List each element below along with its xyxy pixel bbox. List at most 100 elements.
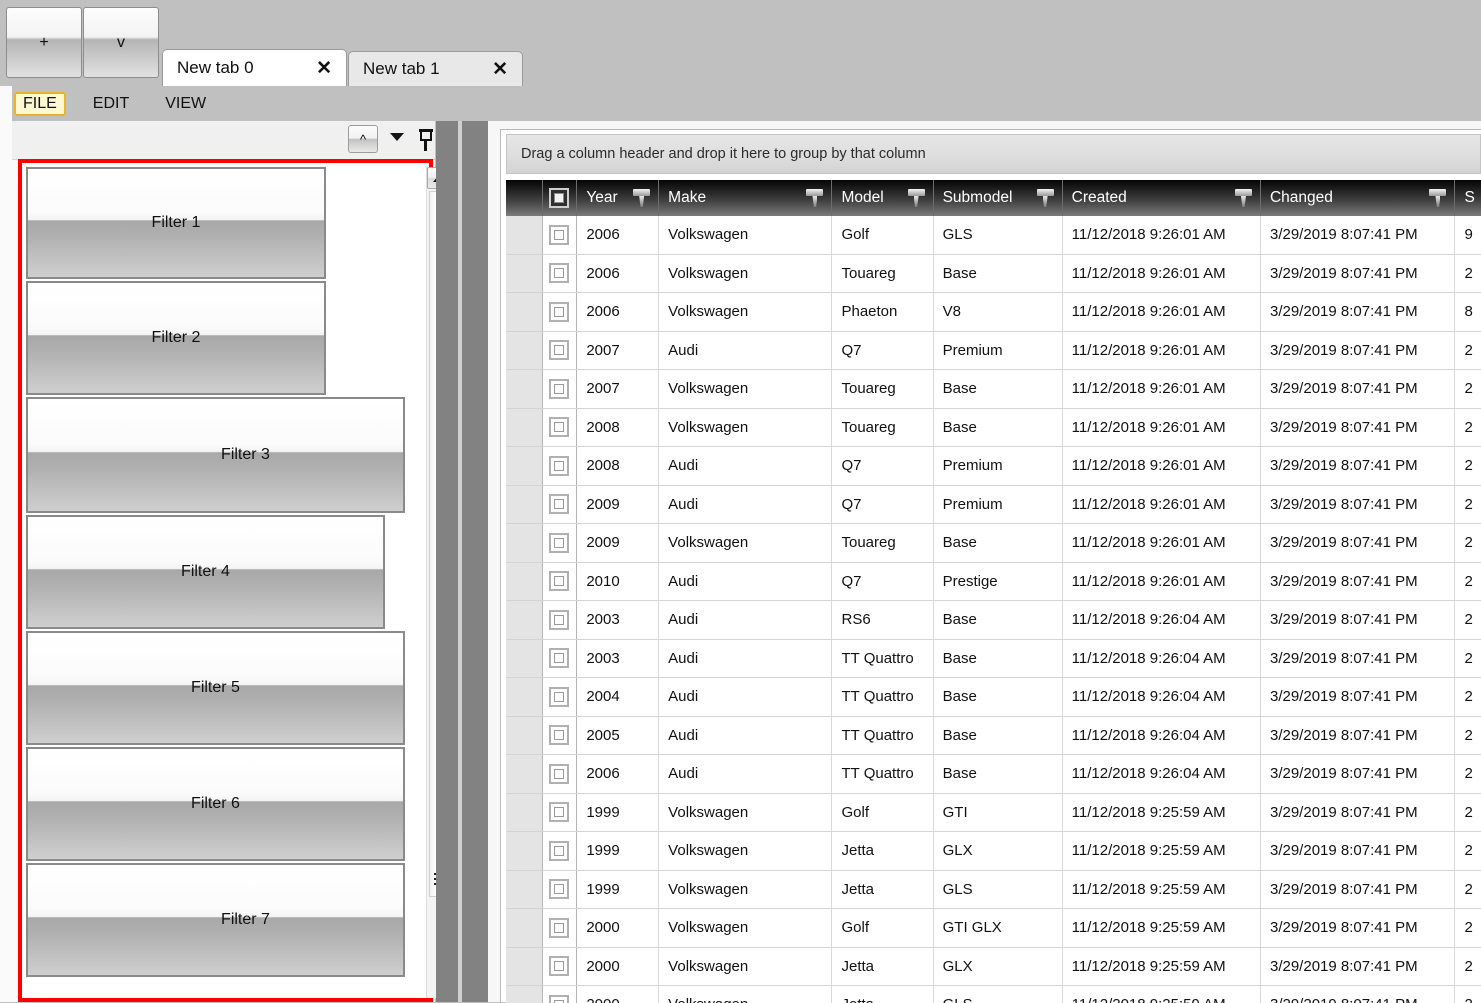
table-row[interactable]: 2009 Audi Q7 Premium 11/12/2018 9:26:01 AM 3/… [506,485,1481,524]
row-indicator[interactable] [506,716,543,754]
cell-created[interactable]: 11/12/2018 9:25:59 AM [1063,793,1261,831]
cell-extra[interactable]: 2 [1455,447,1481,485]
cell-model[interactable]: TT Quattro [832,716,934,754]
row-indicator[interactable] [506,293,543,331]
cell-make[interactable]: Audi [659,755,833,793]
row-indicator[interactable] [506,947,543,985]
table-row[interactable]: 2005 Audi TT Quattro Base 11/12/2018 9:26:04… [506,716,1481,755]
cell-model[interactable]: Touareg [832,254,934,292]
cell-created[interactable]: 11/12/2018 9:26:01 AM [1063,254,1261,292]
cell-sub[interactable]: Prestige [934,562,1063,600]
row-checkbox[interactable] [549,648,570,669]
cell-created[interactable]: 11/12/2018 9:26:04 AM [1063,716,1261,754]
filter-funnel-icon[interactable] [633,189,651,207]
row-checkbox[interactable] [549,532,570,553]
cell-year[interactable]: 2006 [577,755,660,793]
row-checkbox[interactable] [549,455,570,476]
table-row[interactable]: 2004 Audi TT Quattro Base 11/12/2018 9:26:04… [506,678,1481,717]
table-row[interactable]: 1999 Volkswagen Jetta GLS 11/12/2018 9:25:59… [506,870,1481,909]
cell-extra[interactable]: 2 [1455,524,1481,562]
cell-extra[interactable]: 2 [1455,255,1481,293]
filter-button-4[interactable]: Filter 4 [26,515,385,629]
pin-icon[interactable] [417,129,435,151]
filter-funnel-icon[interactable] [1429,189,1447,207]
cell-year[interactable]: 1999 [577,793,660,831]
cell-sub[interactable]: Premium [934,485,1063,523]
cell-changed[interactable]: 3/29/2019 8:07:41 PM [1261,447,1456,485]
cell-extra[interactable]: 2 [1455,486,1481,524]
row-indicator[interactable] [506,254,543,292]
row-checkbox[interactable] [549,994,570,1003]
cell-extra[interactable]: 2 [1455,948,1481,986]
cell-sub[interactable]: Base [934,678,1063,716]
cell-changed[interactable]: 3/29/2019 8:07:41 PM [1261,293,1456,331]
cell-sub[interactable]: Premium [934,331,1063,369]
row-checkbox-cell[interactable] [543,524,578,562]
cell-created[interactable]: 11/12/2018 9:25:59 AM [1063,832,1261,870]
cell-created[interactable]: 11/12/2018 9:26:01 AM [1063,370,1261,408]
cell-year[interactable]: 2009 [577,524,660,562]
cell-model[interactable]: RS6 [832,601,934,639]
cell-model[interactable]: Phaeton [832,293,934,331]
cell-created[interactable]: 11/12/2018 9:25:59 AM [1063,870,1261,908]
cell-changed[interactable]: 3/29/2019 8:07:41 PM [1261,986,1456,1003]
menu-item-view[interactable]: VIEW [165,94,207,112]
cell-year[interactable]: 2006 [577,254,660,292]
cell-sub[interactable]: GLX [934,832,1063,870]
row-indicator[interactable] [506,793,543,831]
cell-created[interactable]: 11/12/2018 9:26:01 AM [1063,447,1261,485]
cell-model[interactable]: TT Quattro [832,639,934,677]
cell-make[interactable]: Audi [659,716,833,754]
cell-created[interactable]: 11/12/2018 9:26:01 AM [1063,408,1261,446]
filter-button-5[interactable]: Filter 5 [26,631,405,745]
cell-make[interactable]: Volkswagen [659,408,833,446]
cell-model[interactable]: Q7 [832,562,934,600]
header-column-partial[interactable]: S [1455,180,1481,216]
cell-year[interactable]: 2007 [577,370,660,408]
cell-sub[interactable]: Premium [934,447,1063,485]
cell-year[interactable]: 2003 [577,601,660,639]
header-column-model[interactable]: Model [832,180,934,216]
row-checkbox-cell[interactable] [543,755,578,793]
cell-extra[interactable]: 2 [1455,832,1481,870]
row-indicator[interactable] [506,370,543,408]
cell-sub[interactable]: GTI GLX [934,909,1063,947]
table-row[interactable]: 2006 Volkswagen Phaeton V8 11/12/2018 9:26:0… [506,293,1481,332]
cell-model[interactable]: TT Quattro [832,755,934,793]
cell-make[interactable]: Volkswagen [659,870,833,908]
cell-make[interactable]: Volkswagen [659,986,833,1003]
cell-changed[interactable]: 3/29/2019 8:07:41 PM [1261,639,1456,677]
header-column-created[interactable]: Created [1062,180,1261,216]
cell-make[interactable]: Audi [659,447,833,485]
cell-year[interactable]: 2008 [577,408,660,446]
header-column-submodel[interactable]: Submodel [933,180,1063,216]
cell-created[interactable]: 11/12/2018 9:26:01 AM [1063,524,1261,562]
cell-changed[interactable]: 3/29/2019 8:07:41 PM [1261,947,1456,985]
row-checkbox-cell[interactable] [543,331,578,369]
filter-button-6[interactable]: Filter 6 [26,747,405,861]
filter-button-7[interactable]: Filter 7 [26,863,405,977]
cell-model[interactable]: Touareg [832,370,934,408]
cell-make[interactable]: Audi [659,601,833,639]
row-checkbox-cell[interactable] [543,870,578,908]
table-row[interactable]: 2000 Volkswagen Jetta GLX 11/12/2018 9:25:59… [506,947,1481,986]
row-checkbox[interactable] [549,494,570,515]
row-checkbox-cell[interactable] [543,947,578,985]
cell-year[interactable]: 1999 [577,870,660,908]
cell-model[interactable]: Jetta [832,986,934,1003]
row-checkbox[interactable] [549,686,570,707]
cell-changed[interactable]: 3/29/2019 8:07:41 PM [1261,909,1456,947]
cell-year[interactable]: 2000 [577,909,660,947]
table-row[interactable]: 2008 Audi Q7 Premium 11/12/2018 9:26:01 AM 3/… [506,447,1481,486]
row-indicator[interactable] [506,601,543,639]
chevron-down-icon[interactable] [390,133,404,141]
cell-make[interactable]: Audi [659,678,833,716]
cell-model[interactable]: Golf [832,216,934,254]
cell-extra[interactable]: 2 [1455,563,1481,601]
row-checkbox-cell[interactable] [543,793,578,831]
splitter-right[interactable] [462,121,488,1002]
cell-created[interactable]: 11/12/2018 9:25:59 AM [1063,947,1261,985]
collapse-button[interactable]: ^ [348,125,378,153]
header-column-year[interactable]: Year [577,180,660,216]
cell-make[interactable]: Volkswagen [659,254,833,292]
